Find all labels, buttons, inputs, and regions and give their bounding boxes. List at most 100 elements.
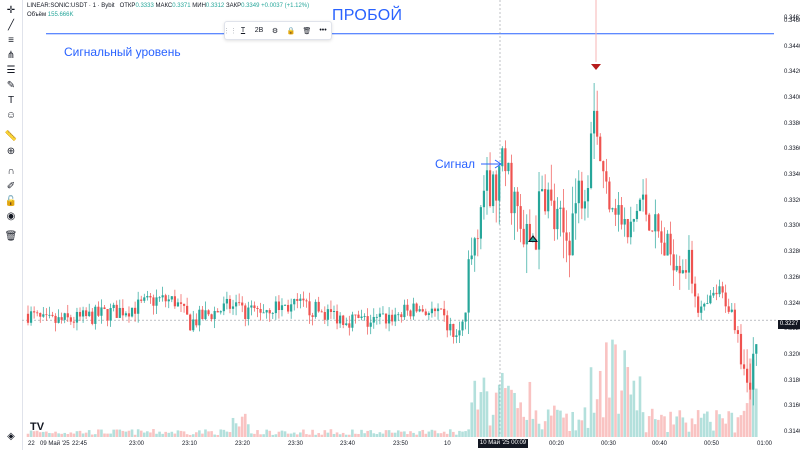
brush-icon[interactable]: ✎: [6, 80, 16, 91]
candle-body: [568, 240, 571, 256]
candle-body: [109, 308, 112, 321]
candle-body: [363, 316, 366, 317]
volume-bar: [124, 431, 128, 437]
candle-body: [45, 314, 48, 316]
time-tick-label: 01:00: [757, 441, 773, 447]
candle-body: [470, 255, 473, 260]
pencil-lock-icon[interactable]: ✐: [6, 181, 16, 192]
buy-marker-inner: [530, 237, 536, 241]
volume-bar: [130, 429, 134, 437]
volume-bar: [537, 423, 541, 437]
volume-bar: [207, 431, 210, 437]
settings-gear-icon[interactable]: ⚙: [271, 27, 279, 35]
volume-bar: [51, 433, 54, 437]
candle-body: [314, 301, 317, 317]
drag-handle-icon[interactable]: ⋮⋮: [223, 27, 237, 35]
candle-body: [556, 208, 559, 230]
volume-bar: [106, 433, 109, 437]
more-icon[interactable]: •••: [319, 27, 327, 34]
volume-bar: [48, 432, 51, 437]
volume-bar: [681, 417, 685, 437]
candle-body: [479, 207, 482, 239]
candle-body: [391, 314, 394, 322]
emoji-icon[interactable]: ☺: [5, 110, 17, 121]
lock-icon[interactable]: 🔒: [286, 27, 296, 35]
crosshair-icon[interactable]: ✛: [6, 5, 16, 16]
low-value: 0.3312: [205, 3, 225, 9]
volume-bar: [546, 409, 550, 437]
symbol-name[interactable]: LINEAR:SONIC:USDT · 1 · Bybit: [27, 3, 115, 9]
volume-bar: [748, 358, 752, 437]
candle-body: [280, 305, 284, 311]
volume-bar: [292, 432, 296, 437]
volume-bar: [283, 431, 287, 437]
volume-bar: [360, 429, 363, 437]
volume-bar: [736, 417, 740, 437]
volume-bar: [97, 429, 100, 437]
layers-icon[interactable]: ◈: [7, 431, 15, 442]
candle-body: [681, 270, 684, 274]
candle-body: [259, 308, 262, 313]
candle-body: [415, 303, 418, 312]
volume-bar: [461, 431, 464, 437]
candle-body: [170, 296, 173, 300]
fork-icon[interactable]: ⋔: [6, 50, 16, 61]
ruler-icon[interactable]: 📏: [4, 131, 18, 142]
magnet-icon[interactable]: ∩: [7, 166, 15, 177]
candle-body: [195, 319, 198, 326]
volume-bar: [149, 432, 152, 437]
candle-body: [256, 308, 259, 309]
horizontal-lines-icon[interactable]: ≡: [8, 35, 14, 46]
trash-icon[interactable]: 🗑: [302, 27, 312, 35]
sell-marker: [591, 64, 601, 70]
candle-body: [335, 311, 339, 324]
chart-area[interactable]: [22, 0, 800, 450]
candle-body: [550, 189, 553, 201]
candle-body: [403, 304, 406, 318]
volume-bar: [476, 409, 480, 437]
volume-bar: [38, 432, 42, 437]
volume-bar: [412, 432, 415, 437]
volume-bar: [142, 432, 146, 437]
volume-bar: [525, 419, 529, 437]
candle-body: [446, 315, 449, 331]
volume-bar: [250, 433, 253, 437]
candle-body: [238, 302, 241, 304]
candle-body: [528, 223, 531, 241]
candle-body: [360, 316, 363, 318]
eye-icon[interactable]: ◉: [6, 211, 16, 222]
volume-bar: [595, 399, 599, 437]
candle-body: [394, 314, 397, 322]
time-label-left: 22: [28, 441, 35, 447]
text-icon[interactable]: T: [7, 95, 15, 106]
candle-body: [222, 303, 225, 312]
candle-body: [406, 304, 409, 311]
open-label: ОТКР: [119, 3, 136, 9]
volume-bar: [381, 433, 385, 437]
fib-icon[interactable]: ☰: [6, 65, 16, 76]
line-width-value[interactable]: 2В: [254, 27, 264, 34]
lock-icon[interactable]: 🔓: [4, 196, 18, 207]
candle-body: [198, 309, 201, 326]
volume-bar: [586, 427, 590, 437]
price-chart[interactable]: [22, 0, 800, 450]
volume-bar: [424, 433, 428, 437]
volume-bar: [54, 431, 57, 437]
trend-line-icon[interactable]: ╱: [7, 20, 15, 31]
zoom-icon[interactable]: ⊕: [6, 146, 16, 157]
volume-bar: [491, 414, 495, 437]
volume-bar: [623, 350, 626, 437]
candle-body: [88, 311, 91, 317]
line-color-icon[interactable]: T: [240, 27, 246, 34]
volume-bar: [754, 388, 758, 437]
volume-bar: [60, 433, 63, 437]
trash-icon[interactable]: 🗑: [4, 231, 18, 242]
candle-body: [504, 148, 507, 172]
volume-bar: [473, 380, 477, 437]
volume-bar: [712, 430, 715, 437]
